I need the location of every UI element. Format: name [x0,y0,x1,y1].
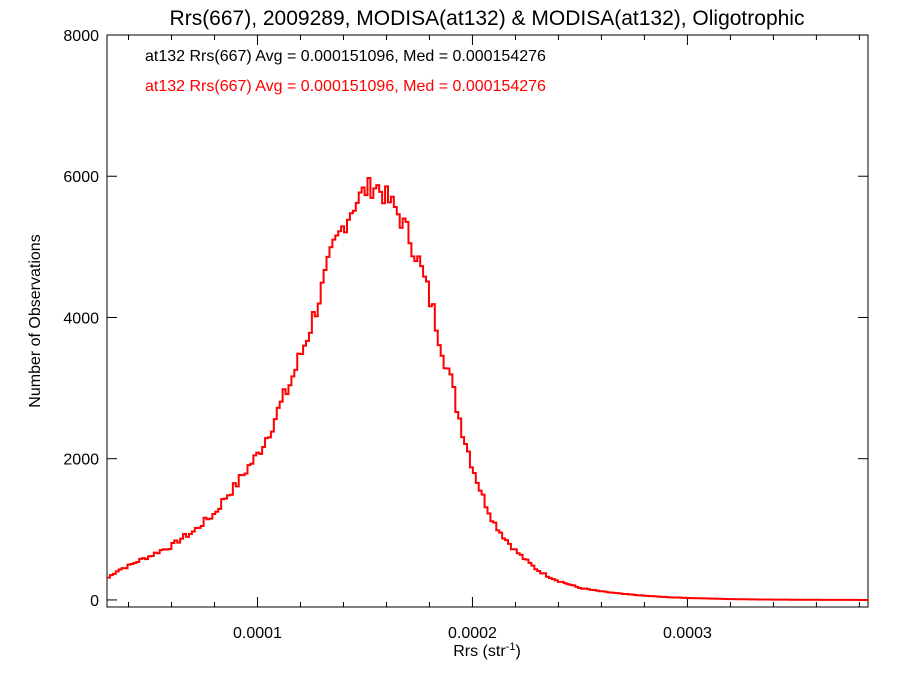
x-tick-label: 0.0001 [233,625,282,642]
x-axis-label-main: Rrs (str [453,643,506,660]
y-tick-label: 6000 [63,169,99,186]
x-tick-label: 0.0003 [663,625,712,642]
y-tick-label: 0 [90,593,99,610]
y-tick-labels: 0 2000 4000 6000 8000 [63,28,99,610]
plot-frame [106,34,869,608]
y-axis-label: Number of Observations [27,234,44,407]
y-tick-label: 8000 [63,28,99,45]
x-axis-label-suffix: ) [515,643,520,660]
y-tick-label: 2000 [63,452,99,469]
y-tick-label: 4000 [63,310,99,327]
annotation-red: at132 Rrs(667) Avg = 0.000151096, Med = … [145,78,546,95]
x-tick-label: 0.0002 [448,625,497,642]
annotation-black: at132 Rrs(667) Avg = 0.000151096, Med = … [145,48,546,65]
x-axis-label: Rrs (str-1) [453,641,521,660]
chart-title: Rrs(667), 2009289, MODISA(at132) & MODIS… [170,7,805,30]
histogram-series-line [107,176,868,601]
x-axis-label-superscript: -1 [506,641,516,653]
x-tick-labels: 0.0001 0.0002 0.0003 [233,625,712,642]
axis-ticks [107,34,868,607]
